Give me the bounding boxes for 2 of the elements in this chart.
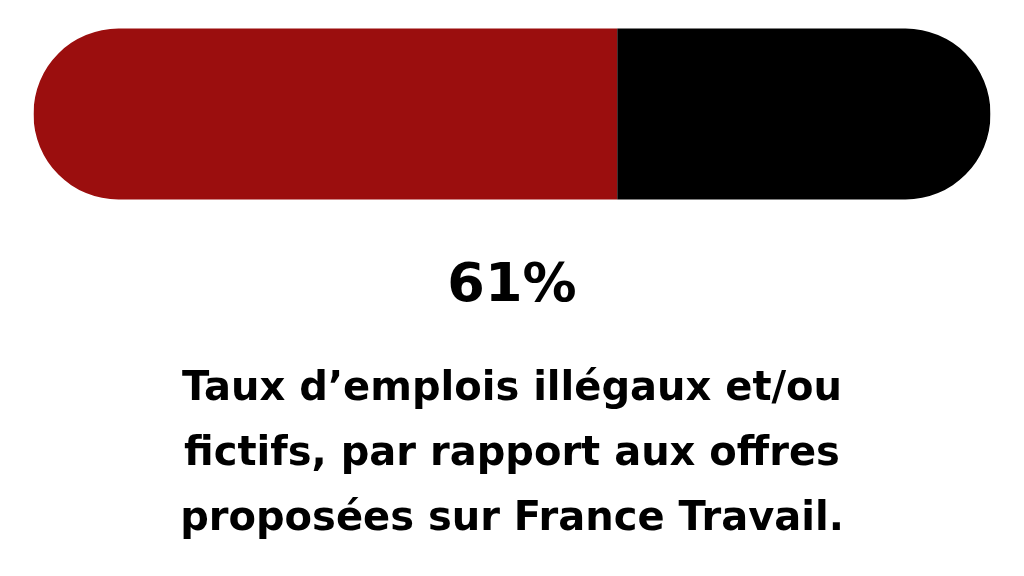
text: Taux d’emplois illégaux et/ou fictifs, par rapport aux offres proposées sur France Travail. (180, 362, 844, 539)
text: 61% (447, 251, 577, 314)
